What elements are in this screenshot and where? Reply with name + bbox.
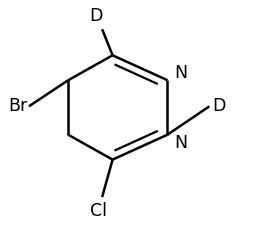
Text: Br: Br — [8, 97, 28, 115]
Text: D: D — [212, 97, 225, 115]
Text: N: N — [174, 64, 187, 82]
Text: N: N — [174, 134, 187, 152]
Text: Cl: Cl — [90, 202, 107, 219]
Text: D: D — [89, 7, 102, 25]
